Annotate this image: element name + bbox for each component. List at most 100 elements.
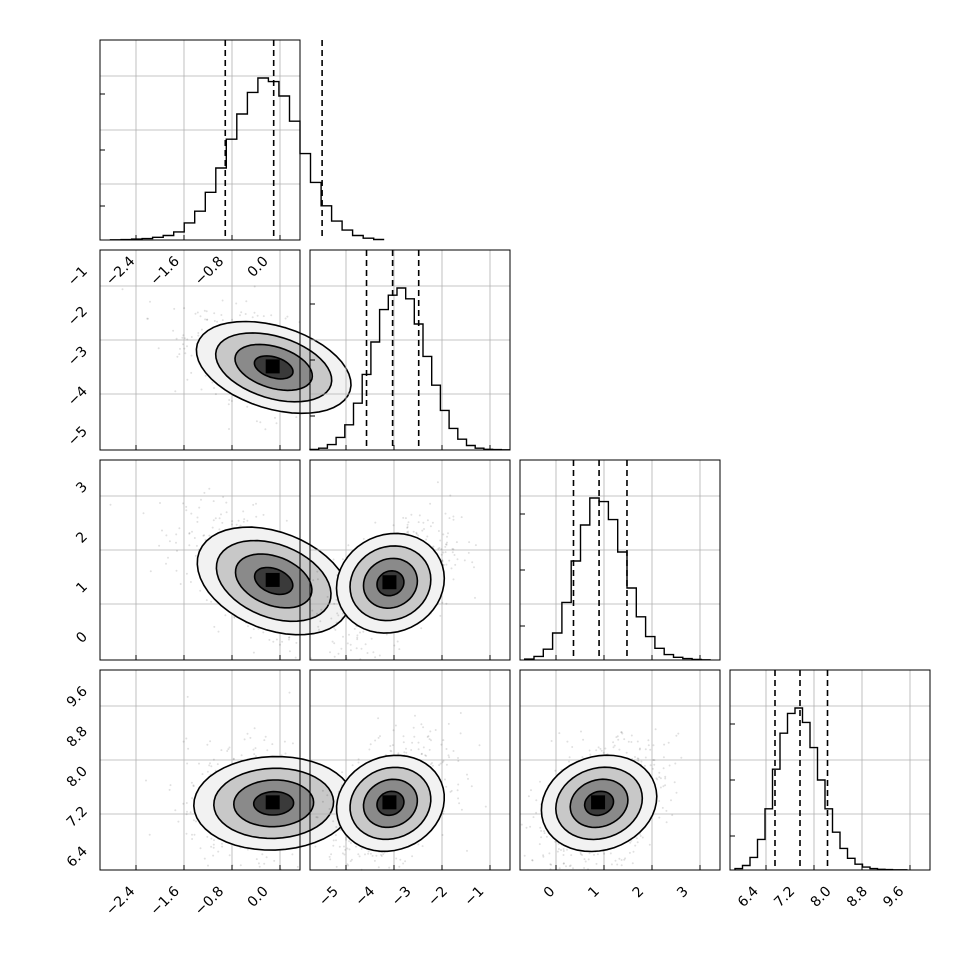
scatter-point [348,840,351,843]
scatter-point [283,740,286,743]
scatter-point [675,791,678,794]
scatter-point [392,524,395,527]
scatter-point [647,739,650,742]
scatter-point [539,780,541,783]
scatter-point [221,299,224,302]
histogram-step [309,287,510,451]
scatter-point [468,541,471,544]
scatter-point [587,858,590,861]
scatter-point [377,866,380,869]
scatter-point [321,800,324,803]
scatter-point [165,534,168,537]
scatter-point [348,633,350,636]
contour-line-1 [362,778,419,829]
scatter-point [255,515,258,518]
scatter-point [615,736,618,739]
scatter-point [200,498,202,501]
scatter-point [249,636,252,639]
scatter-point [595,749,598,752]
scatter-point [616,735,619,738]
scatter-point [658,816,661,819]
scatter-point [228,428,230,430]
scatter-point [677,732,680,735]
scatter-point [214,393,217,396]
scatter-point [221,319,224,322]
scatter-point [359,631,361,634]
scatter-point [444,551,447,554]
scatter-point [253,311,256,314]
scatter-point [429,763,432,766]
scatter-point [213,839,215,842]
scatter-point [231,523,233,526]
scatter-point [437,530,440,532]
scatter-point [254,747,257,750]
scatter-point [194,554,197,557]
scatter-point [417,748,420,751]
scatter-point [389,745,392,747]
x-tick-label: −5 [316,884,342,910]
y-tick-label: 8.8 [64,724,91,751]
scatter-point [235,523,238,526]
scatter-point [636,740,639,743]
scatter-point [452,515,455,518]
scatter-point [627,740,630,743]
scatter-point [445,748,448,750]
scatter-point [451,547,454,550]
contour-line-0 [252,790,295,816]
scatter-point [654,728,657,731]
scatter-point [364,853,366,856]
scatter-point [436,481,439,484]
scatter-point [444,512,447,515]
scatter-point [448,517,451,520]
scatter-point [198,506,201,509]
scatter-point [331,640,334,643]
scatter-point [589,753,592,756]
scatter-point [389,749,392,752]
scatter-point [334,628,337,631]
scatter-point [422,521,425,524]
scatter-point [158,544,161,547]
panel-frame [519,459,721,661]
scatter-point [186,345,188,348]
scatter-point [184,352,187,355]
scatter-point [262,631,265,634]
scatter-point [649,748,652,751]
x-tick-label: −1 [461,884,487,910]
scatter-point [337,652,340,655]
scatter-point [523,854,526,857]
scatter-point [442,739,445,742]
scatter-point [620,859,623,861]
scatter-point [449,494,452,497]
scatter-point [447,532,449,535]
scatter-point [420,723,423,726]
scatter-point [374,739,377,742]
scatter-point [189,811,192,814]
density-peak [591,795,606,810]
scatter-point [220,513,222,516]
x-tick-label: −2 [425,884,451,910]
scatter-point [478,744,481,747]
scatter-point [207,864,209,867]
scatter-point [216,320,219,323]
scatter-point [335,826,338,828]
contour-line-3 [335,532,446,634]
scatter-point [616,863,619,866]
scatter-point [454,563,457,566]
scatter-point [604,747,607,750]
scatter-point [285,519,288,522]
scatter-point [329,651,331,654]
scatter-point [445,602,448,605]
scatter-point [459,712,462,714]
scatter-point [427,735,430,738]
scatter-point [457,797,460,800]
scatter-point [446,535,448,538]
contour-line-0 [376,790,405,817]
scatter-point [314,845,317,848]
scatter-point [328,855,331,858]
scatter-point [452,750,455,752]
scatter-point [396,640,399,643]
scatter-point [403,751,406,754]
scatter-point [201,773,204,776]
scatter-point [186,762,189,765]
contour-line-0 [253,566,294,596]
